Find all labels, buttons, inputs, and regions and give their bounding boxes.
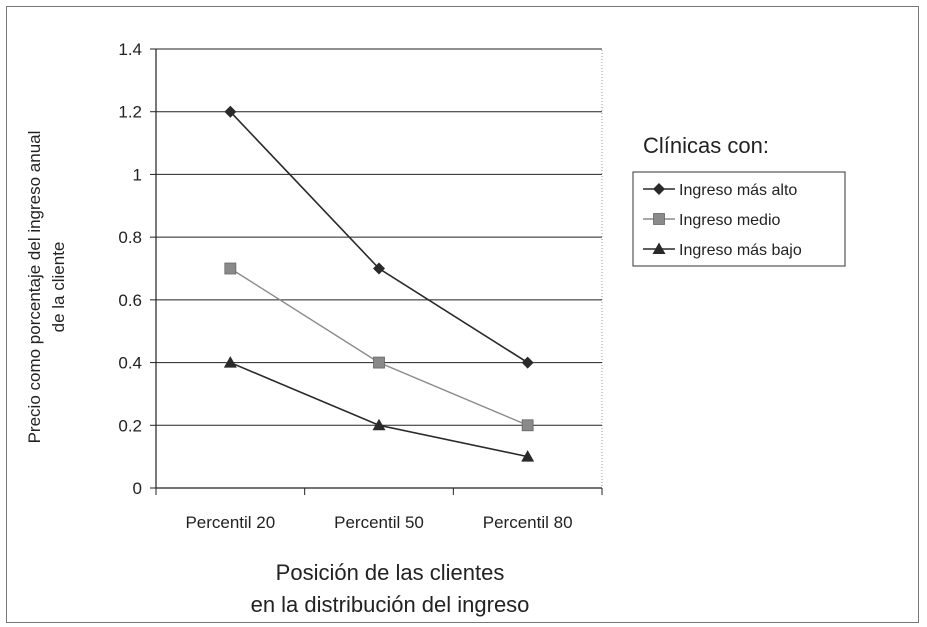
x-tick-label: Percentil 50: [334, 513, 424, 532]
x-tick-label: Percentil 80: [483, 513, 573, 532]
x-axis-title-line2: en la distribución del ingreso: [251, 592, 530, 617]
series-layer: [223, 105, 535, 462]
data-point-square: [521, 419, 534, 432]
y-tick-label: 0.8: [118, 228, 142, 247]
data-point-square: [224, 262, 237, 275]
data-point-diamond: [521, 356, 534, 369]
axes: [150, 48, 603, 495]
y-tick-label: 1: [133, 165, 142, 184]
y-tick-label: 0: [133, 479, 142, 498]
data-point-triangle: [372, 418, 386, 431]
legend-label: Ingreso más alto: [679, 182, 797, 199]
y-tick-label: 0.6: [118, 291, 142, 310]
gridlines: [156, 48, 602, 426]
y-tick-label: 1.2: [118, 103, 142, 122]
data-point-diamond: [224, 105, 237, 118]
x-tick-label: Percentil 20: [185, 513, 275, 532]
legend-label: Ingreso más bajo: [679, 242, 802, 259]
x-axis-title-line1: Posición de las clientes: [276, 560, 505, 585]
series-line: [229, 267, 528, 426]
y-tick-label: 1.4: [118, 40, 142, 59]
legend-marker-diamond: [653, 183, 665, 195]
y-axis-title-line1: Precio como porcentaje del ingreso anual: [25, 131, 44, 444]
legend: Ingreso más alto Ingreso medio Ingreso más…: [643, 182, 802, 259]
legend-title: Clínicas con:: [643, 133, 769, 158]
y-tick-label: 0.2: [118, 416, 142, 435]
data-point-triangle: [521, 450, 535, 462]
data-point-square: [373, 356, 385, 369]
legend-marker-square: [653, 213, 665, 225]
y-tick-label: 0.4: [118, 354, 142, 373]
data-point-triangle: [223, 356, 237, 368]
series-line: [230, 361, 528, 458]
y-axis-title-line2: de la cliente: [49, 242, 68, 333]
chart-frame: [6, 6, 919, 623]
legend-marker-triangle: [652, 242, 666, 254]
data-point-diamond: [373, 262, 385, 275]
legend-label: Ingreso medio: [679, 212, 780, 229]
x-tick-labels: Percentil 20 Percentil 50 Percentil 80: [185, 513, 572, 532]
y-tick-labels: 0 0.2 0.4 0.6 0.8 1 1.2 1.4: [118, 40, 142, 498]
